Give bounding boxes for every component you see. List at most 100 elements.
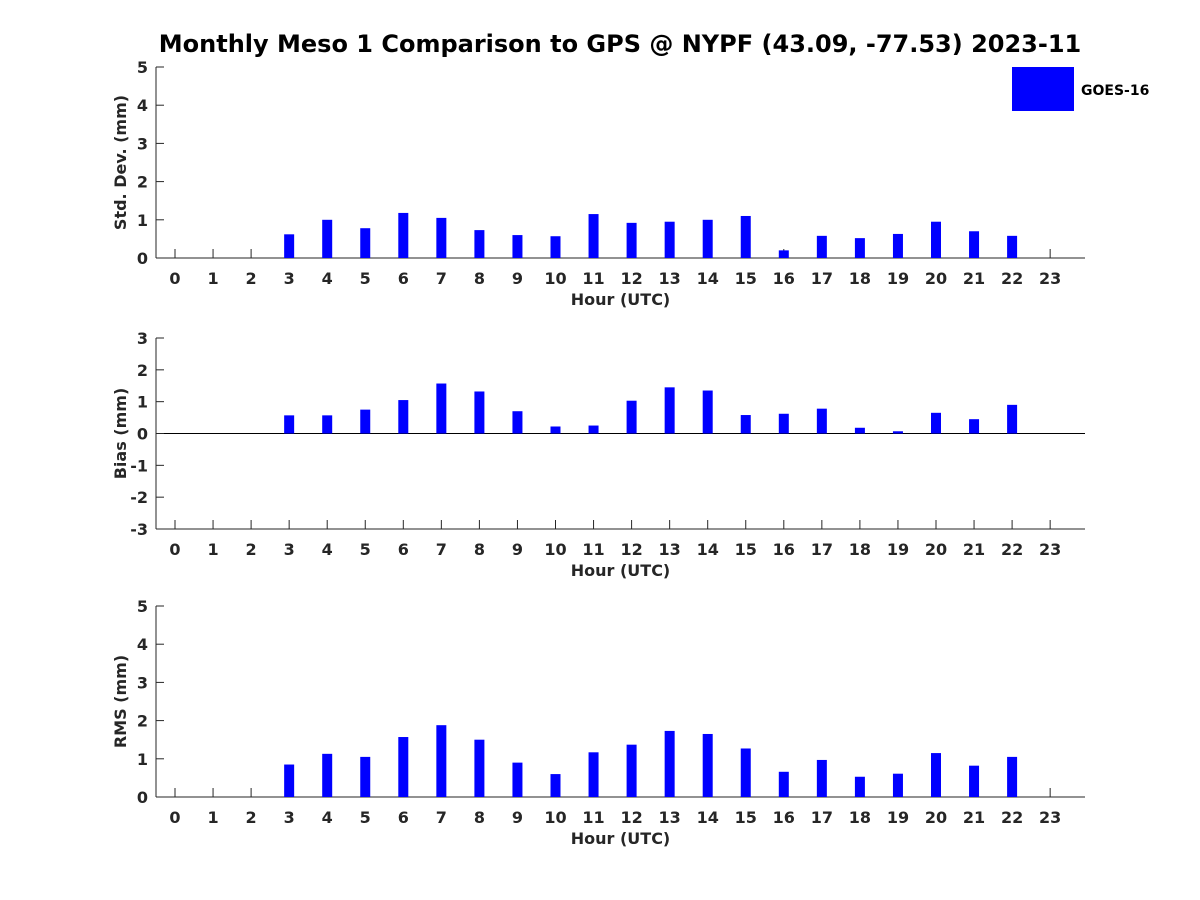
- bar: [664, 221, 675, 258]
- bar: [702, 390, 713, 434]
- x-tick-label: 7: [436, 808, 447, 827]
- x-tick-label: 14: [697, 808, 719, 827]
- bar: [931, 412, 941, 434]
- bar: [664, 387, 675, 434]
- x-tick-label: 17: [811, 269, 833, 288]
- bar: [702, 219, 713, 258]
- bar: [969, 231, 980, 258]
- bar: [740, 748, 751, 797]
- x-tick-label: 18: [849, 540, 871, 559]
- bar: [854, 776, 865, 797]
- x-tick-label: 7: [436, 269, 447, 288]
- x-tick-label: 16: [773, 269, 795, 288]
- bar: [360, 228, 371, 258]
- x-tick-label: 19: [887, 269, 909, 288]
- bar: [322, 753, 333, 797]
- x-tick-label: 21: [963, 808, 985, 827]
- y-axis-label: RMS (mm): [111, 655, 130, 748]
- x-tick-label: 21: [963, 540, 985, 559]
- x-tick-label: 19: [887, 540, 909, 559]
- bar: [778, 413, 789, 434]
- x-tick-label: 6: [398, 808, 409, 827]
- bar: [588, 752, 599, 797]
- bar: [854, 427, 865, 434]
- bar: [626, 400, 637, 434]
- x-tick-label: 5: [360, 540, 371, 559]
- x-tick-label: 20: [925, 269, 947, 288]
- bar: [588, 425, 599, 434]
- x-tick-label: 5: [360, 808, 371, 827]
- y-tick-label: 2: [137, 173, 148, 192]
- x-tick-label: 20: [925, 540, 947, 559]
- bar: [322, 415, 333, 434]
- bar: [626, 744, 637, 797]
- x-tick-label: 0: [169, 808, 180, 827]
- x-tick-label: 19: [887, 808, 909, 827]
- x-tick-label: 1: [207, 540, 218, 559]
- x-tick-label: 23: [1039, 808, 1061, 827]
- y-tick-label: -1: [130, 456, 148, 475]
- x-tick-label: 11: [582, 808, 604, 827]
- bar: [740, 215, 751, 258]
- x-tick-label: 1: [207, 808, 218, 827]
- bar: [436, 217, 447, 258]
- bar: [931, 221, 941, 258]
- x-tick-label: 9: [512, 540, 523, 559]
- x-tick-label: 0: [169, 540, 180, 559]
- y-tick-label: 5: [137, 58, 148, 77]
- bar: [474, 739, 485, 797]
- x-tick-label: 2: [246, 540, 257, 559]
- y-tick-label: 1: [137, 211, 148, 230]
- bar: [588, 214, 599, 258]
- x-tick-label: 8: [474, 269, 485, 288]
- bar: [816, 408, 827, 434]
- bar: [360, 756, 371, 797]
- y-tick-label: 1: [137, 393, 148, 412]
- bar: [512, 762, 523, 797]
- bar: [626, 222, 637, 258]
- bar: [284, 415, 295, 434]
- x-tick-label: 0: [169, 269, 180, 288]
- x-tick-label: 2: [246, 269, 257, 288]
- bar: [969, 419, 980, 434]
- x-tick-label: 23: [1039, 269, 1061, 288]
- bar: [474, 230, 485, 258]
- bar: [854, 238, 865, 258]
- x-tick-label: 8: [474, 808, 485, 827]
- x-tick-label: 2: [246, 808, 257, 827]
- bar: [550, 426, 561, 434]
- x-tick-label: 21: [963, 269, 985, 288]
- y-axis-label: Std. Dev. (mm): [111, 95, 130, 230]
- bar: [550, 774, 561, 797]
- bar: [969, 765, 980, 797]
- y-tick-label: 2: [137, 712, 148, 731]
- x-tick-label: 9: [512, 808, 523, 827]
- bar: [398, 212, 409, 258]
- x-tick-label: 5: [360, 269, 371, 288]
- x-tick-label: 11: [582, 540, 604, 559]
- x-tick-label: 9: [512, 269, 523, 288]
- x-tick-label: 3: [284, 808, 295, 827]
- x-axis-label: Hour (UTC): [571, 290, 671, 309]
- x-tick-label: 18: [849, 269, 871, 288]
- bar: [1007, 404, 1018, 434]
- x-tick-label: 6: [398, 269, 409, 288]
- x-tick-label: 8: [474, 540, 485, 559]
- bar: [892, 431, 903, 434]
- x-tick-label: 13: [659, 808, 681, 827]
- bar: [398, 737, 409, 797]
- bar: [284, 764, 295, 797]
- y-axis-label: Bias (mm): [111, 388, 130, 480]
- x-tick-label: 4: [322, 808, 333, 827]
- bar: [778, 250, 789, 258]
- y-tick-label: 3: [137, 329, 148, 348]
- x-tick-label: 17: [811, 540, 833, 559]
- bar: [550, 236, 561, 258]
- x-tick-label: 23: [1039, 540, 1061, 559]
- x-tick-label: 22: [1001, 269, 1023, 288]
- bar: [1007, 756, 1018, 797]
- x-tick-label: 22: [1001, 540, 1023, 559]
- bar: [702, 733, 713, 797]
- y-tick-label: 0: [137, 249, 148, 268]
